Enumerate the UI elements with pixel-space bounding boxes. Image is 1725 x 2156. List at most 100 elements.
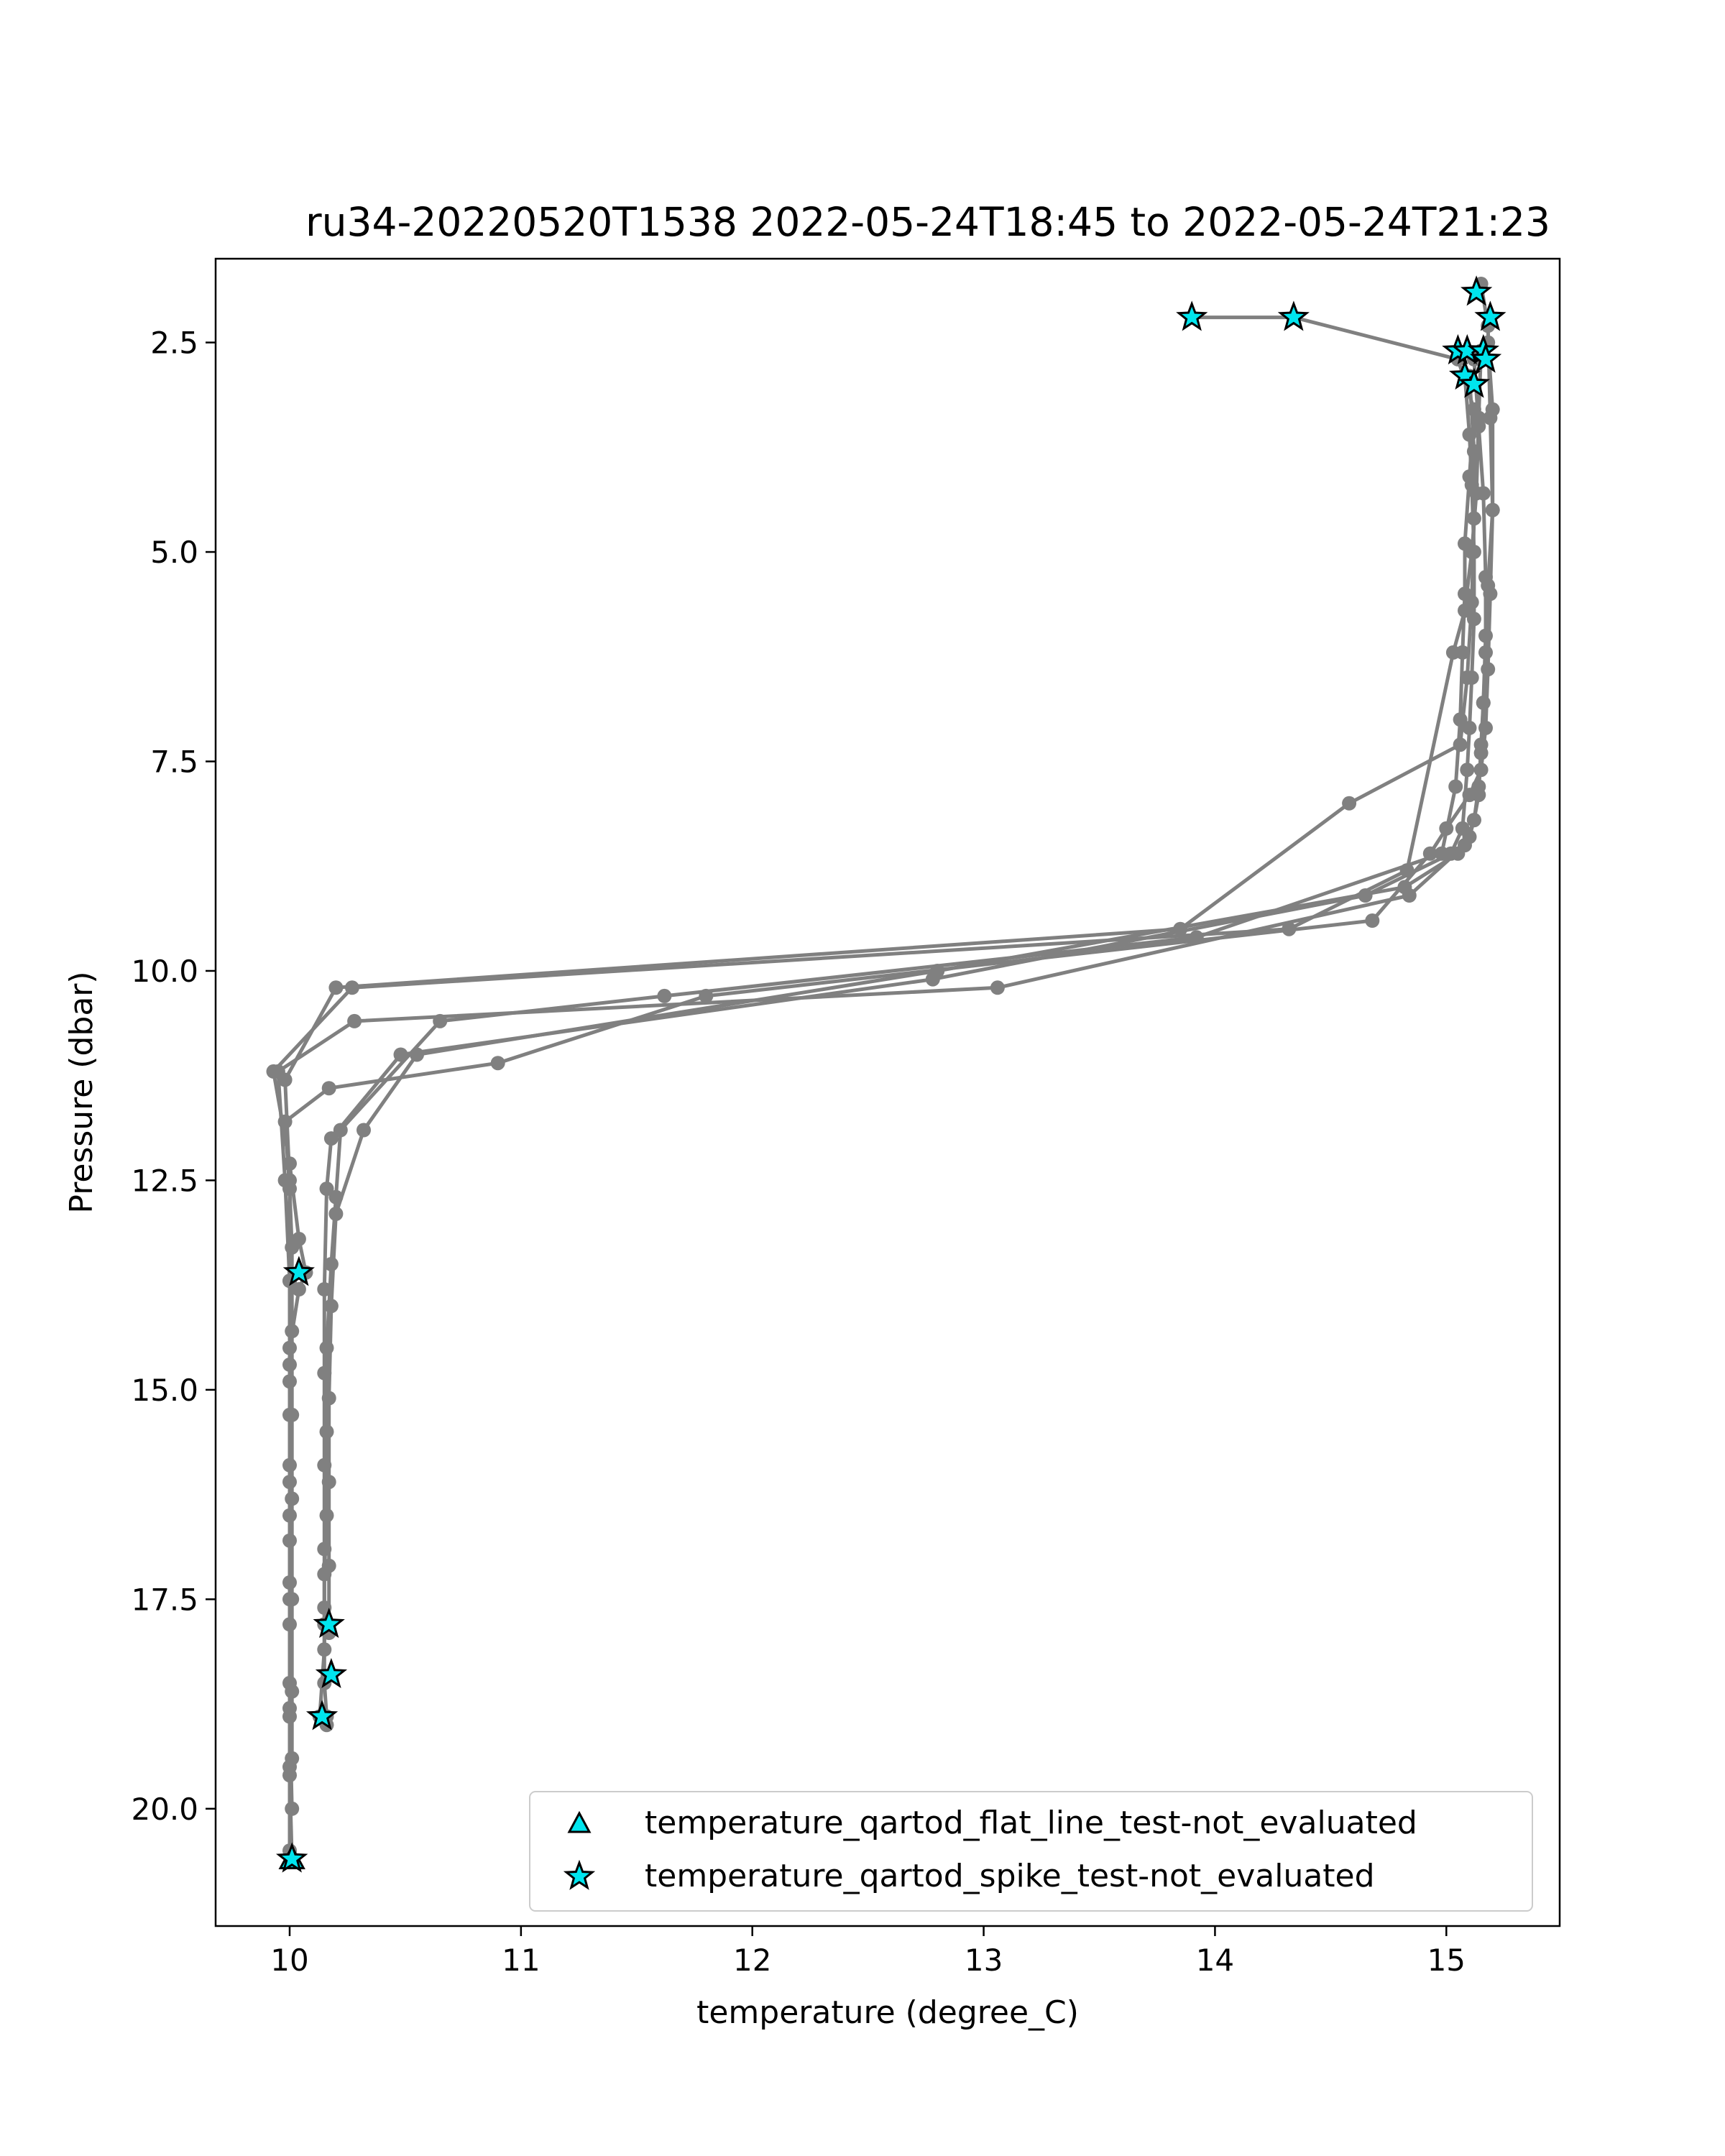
x-tick-label: 12 bbox=[733, 1943, 771, 1978]
profile-4-point bbox=[1402, 888, 1417, 903]
profile-7-point bbox=[328, 980, 344, 995]
profile-5-point bbox=[699, 988, 714, 1003]
profile-7-point bbox=[1460, 670, 1475, 685]
profile-3-point bbox=[1460, 763, 1475, 778]
profile-3-point bbox=[925, 972, 940, 987]
spike-flag-star-marker bbox=[276, 1842, 308, 1873]
spike-flag-star-marker bbox=[1277, 300, 1310, 331]
legend: temperature_qartod_flat_line_test-not_ev… bbox=[529, 1791, 1533, 1912]
x-axis-ticks: 10 11 12 13 14 15 bbox=[270, 1926, 1466, 1978]
legend-label-flat-line: temperature_qartod_flat_line_test-not_ev… bbox=[645, 1805, 1417, 1841]
profile-7-point bbox=[1453, 737, 1468, 752]
profile-1-point bbox=[319, 1424, 334, 1439]
x-tick-label: 10 bbox=[270, 1943, 308, 1978]
profile-3-point bbox=[317, 1282, 332, 1296]
legend-label-spike: temperature_qartod_spike_test-not_evalua… bbox=[645, 1858, 1375, 1894]
y-tick-label: 20.0 bbox=[131, 1792, 198, 1827]
x-tick-label: 15 bbox=[1427, 1943, 1466, 1978]
spike-flag-star-marker bbox=[1474, 300, 1506, 331]
x-axis-label: temperature (degree_C) bbox=[696, 1994, 1079, 2031]
y-tick-label: 7.5 bbox=[150, 744, 198, 779]
profile-5-point bbox=[1485, 502, 1500, 517]
profile-6-point bbox=[1471, 410, 1486, 425]
profile-7-point bbox=[1466, 444, 1481, 459]
profile-2-point bbox=[356, 1123, 371, 1138]
profile-4-point bbox=[990, 980, 1005, 995]
profile-7-point bbox=[1464, 595, 1479, 609]
axes-frame bbox=[214, 257, 1561, 1927]
x-tick-label: 11 bbox=[502, 1943, 540, 1978]
profile-7-point bbox=[1466, 511, 1481, 526]
profile-1-point bbox=[657, 988, 672, 1003]
profile-6-point bbox=[291, 1232, 306, 1246]
profile-7-point bbox=[282, 1475, 297, 1490]
profile-5-point bbox=[321, 1081, 336, 1096]
y-tick-label: 15.0 bbox=[131, 1373, 198, 1408]
profile-7-point bbox=[1342, 796, 1357, 811]
y-tick-label: 12.5 bbox=[131, 1163, 198, 1198]
plot-area bbox=[266, 275, 1506, 1873]
y-tick-label: 2.5 bbox=[150, 326, 198, 361]
profile-7-point bbox=[282, 1575, 297, 1590]
profile-3-point bbox=[1462, 720, 1477, 735]
legend-box bbox=[529, 1791, 1533, 1912]
profile-5-point bbox=[1483, 586, 1498, 602]
spike-flag-star-marker bbox=[313, 1608, 345, 1639]
profile-5-point bbox=[1478, 720, 1493, 735]
legend-triangle-marker-icon bbox=[567, 1810, 592, 1833]
y-tick-label: 10.0 bbox=[131, 954, 198, 989]
legend-star-marker-icon bbox=[563, 1859, 596, 1890]
profile-5-point bbox=[1485, 402, 1500, 417]
spike-flag-star-marker bbox=[1458, 367, 1491, 398]
profile-7-point bbox=[282, 1173, 297, 1188]
profile-2-point bbox=[328, 1207, 344, 1221]
profile-5-point bbox=[1422, 846, 1438, 861]
profile-5-point bbox=[1439, 821, 1454, 836]
profile-4-point bbox=[1466, 813, 1481, 828]
profile-7-point bbox=[285, 1801, 300, 1816]
y-tick-label: 17.5 bbox=[131, 1582, 198, 1617]
profile-3-point bbox=[1443, 846, 1458, 861]
profile-6-point bbox=[266, 1064, 281, 1079]
profile-7-point bbox=[282, 1374, 297, 1389]
profile-5-point bbox=[1365, 913, 1380, 928]
profile-6-point bbox=[1469, 486, 1484, 501]
profile-6-point bbox=[1399, 863, 1414, 878]
profile-6-point bbox=[291, 1282, 306, 1296]
profile-3-point bbox=[317, 1457, 332, 1473]
profile-4-point bbox=[1458, 838, 1472, 853]
y-axis-label: Pressure (dbar) bbox=[63, 971, 100, 1213]
profile-3-point bbox=[317, 1365, 332, 1381]
profile-3-point bbox=[323, 1131, 339, 1146]
profile-1-point bbox=[1448, 779, 1463, 794]
x-tick-label: 14 bbox=[1196, 1943, 1234, 1978]
profile-7-point bbox=[1173, 921, 1188, 936]
profile-5-point bbox=[285, 1491, 300, 1506]
y-tick-label: 5.0 bbox=[150, 535, 198, 570]
spike-flag-star-marker bbox=[315, 1658, 348, 1689]
chart-title: ru34-20220520T1538 2022-05-24T18:45 to 2… bbox=[305, 199, 1550, 245]
spike-flag-star-marker bbox=[1469, 342, 1502, 373]
profile-4-point bbox=[347, 1013, 362, 1028]
profile-6-point bbox=[1282, 921, 1297, 936]
profile-3-point bbox=[317, 1542, 332, 1557]
spike-flag-star-marker bbox=[1176, 300, 1208, 331]
spike-flag-star-marker bbox=[305, 1700, 339, 1731]
spike-flag-star-marker bbox=[282, 1256, 315, 1286]
y-axis-ticks: 2.5 5.0 7.5 10.0 12.5 15.0 17.5 20.0 bbox=[131, 326, 216, 1827]
profile-3-point bbox=[317, 1642, 332, 1657]
profile-5-point bbox=[1462, 788, 1477, 803]
profile-3-point bbox=[393, 1047, 408, 1062]
x-tick-label: 13 bbox=[965, 1943, 1003, 1978]
profile-7-point bbox=[282, 1700, 297, 1715]
profile-5-point bbox=[490, 1056, 505, 1071]
profile-7-point bbox=[277, 1072, 293, 1087]
profile-1-point bbox=[319, 1508, 334, 1523]
profile-5-point bbox=[1481, 662, 1496, 677]
profile-5-point bbox=[1473, 763, 1489, 778]
spike-flag-star-marker bbox=[1460, 275, 1493, 306]
profile-4-point bbox=[1478, 645, 1493, 660]
profile-3-point bbox=[1455, 821, 1470, 836]
profile-3-point bbox=[319, 1181, 334, 1197]
